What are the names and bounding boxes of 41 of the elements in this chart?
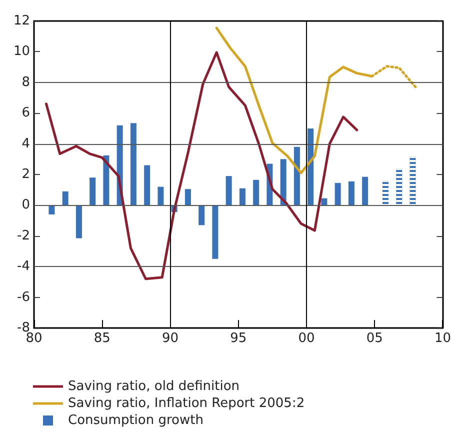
- x-tick-label: 85: [94, 331, 110, 346]
- y-tick-label: 12: [13, 14, 30, 28]
- y-tick-label: 10: [13, 44, 30, 60]
- legend-label: Consumption growth: [68, 413, 204, 428]
- bar: [76, 205, 82, 238]
- bar: [130, 123, 136, 206]
- legend-label: Saving ratio, old definition: [68, 379, 240, 394]
- bar: [253, 180, 260, 206]
- y-tick-label: 0: [22, 198, 30, 213]
- y-tick-label: -2: [17, 228, 30, 244]
- bar: [280, 159, 286, 206]
- y-tick-label: 8: [22, 74, 30, 90]
- y-tick-label: -6: [17, 290, 30, 305]
- bar: [103, 155, 110, 206]
- x-tick-label: 00: [298, 331, 315, 346]
- x-tick-label: 05: [366, 331, 383, 346]
- bar: [212, 205, 218, 259]
- bar: [308, 128, 314, 206]
- x-tick-label: 95: [230, 331, 247, 346]
- bar: [198, 205, 205, 226]
- y-tick-label: -4: [17, 259, 30, 274]
- x-tick-label: 80: [26, 331, 42, 346]
- bar: [334, 182, 341, 206]
- x-tick-label: 90: [162, 331, 179, 346]
- bar: [294, 146, 300, 206]
- bar: [362, 176, 368, 206]
- y-tick-label: 6: [22, 106, 30, 121]
- bar: [90, 178, 96, 206]
- legend-label: Saving ratio, Inflation Report 2005:2: [68, 396, 305, 411]
- bar: [239, 188, 246, 206]
- bar: [184, 189, 191, 206]
- line-series: [45, 51, 358, 280]
- bar: [226, 176, 232, 206]
- y-tick-label: 2: [22, 167, 30, 182]
- bar: [62, 191, 68, 206]
- y-tick-label: 4: [22, 136, 30, 152]
- bar: [158, 186, 164, 206]
- bar: [321, 198, 328, 206]
- x-tick-label: 10: [434, 331, 451, 346]
- bar: [348, 181, 354, 206]
- bar: [144, 165, 150, 206]
